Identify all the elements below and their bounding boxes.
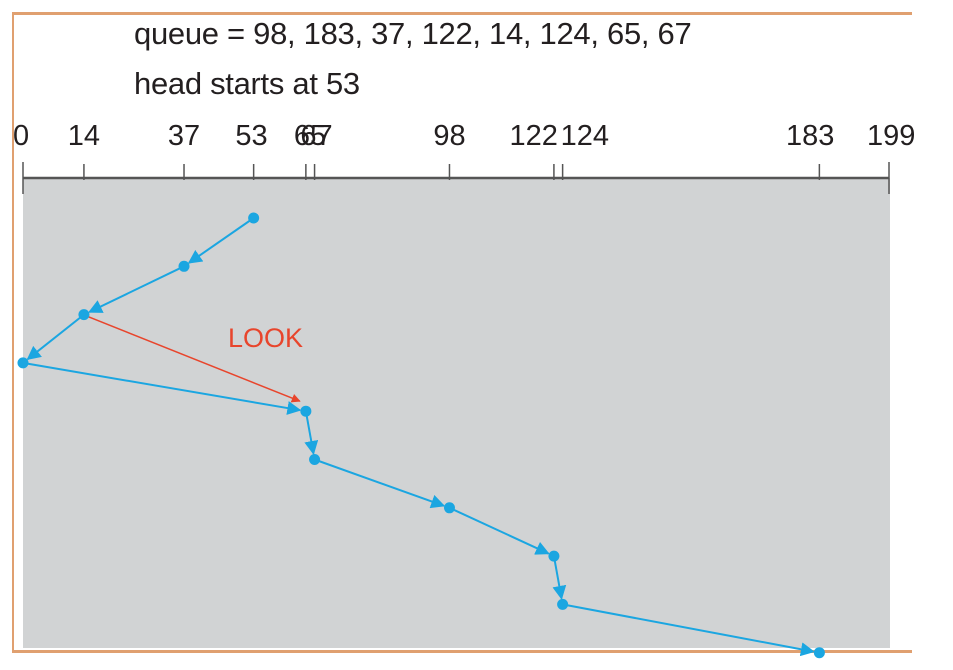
request-point (548, 550, 560, 562)
path-segment (26, 313, 85, 361)
path-segment (304, 411, 319, 455)
queue-text: queue = 98, 183, 37, 122, 14, 124, 65, 6… (134, 16, 692, 51)
look-annotation: LOOK (87, 315, 303, 403)
head-path (17, 212, 825, 659)
axis-tick-label: 67 (300, 120, 332, 152)
axis-tick-label: 183 (786, 120, 834, 152)
axis-tick-label: 53 (235, 120, 267, 152)
request-point (300, 405, 312, 417)
axis-tick-label: 98 (433, 120, 465, 152)
path-segment (552, 555, 567, 600)
axis-tick-label: 65 (294, 120, 326, 152)
path-segment (314, 458, 446, 509)
look-label: LOOK (228, 323, 303, 353)
path-segment (22, 361, 302, 415)
axis-tick-label: 0 (13, 120, 29, 152)
figure-frame (12, 12, 912, 653)
path-segment (449, 506, 550, 555)
axis-tick-label: 199 (867, 120, 915, 152)
axis-tick-label: 124 (561, 120, 609, 152)
request-point (309, 454, 321, 465)
request-point (248, 212, 260, 224)
path-segment (88, 265, 185, 313)
request-point (813, 647, 825, 659)
request-point (443, 502, 455, 514)
request-point (78, 309, 90, 321)
path-segment (562, 603, 815, 657)
request-point (17, 357, 29, 369)
axis-tick-label: 122 (510, 120, 558, 152)
request-point (178, 260, 190, 272)
path-segment (187, 217, 255, 264)
head-start-text: head starts at 53 (134, 66, 360, 101)
axis-tick-label: 37 (168, 120, 200, 152)
plot-background (23, 178, 890, 648)
look-arrow (87, 315, 301, 403)
request-point (557, 598, 569, 610)
axis-tick-label: 14 (68, 120, 100, 152)
